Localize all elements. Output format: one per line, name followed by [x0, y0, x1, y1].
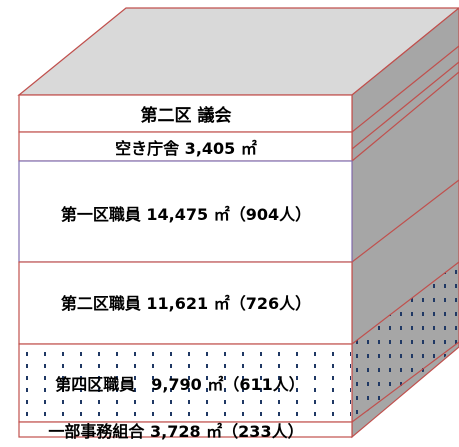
side-floor-lines — [351, 45, 459, 423]
floor-ward4-pattern — [20, 345, 351, 421]
floor-assembly-label: 第二区 議会 — [141, 105, 232, 126]
floor-ward1-label: 第一区職員 14,475 ㎡（904人） — [61, 205, 311, 224]
floor-union-label: 一部事務組合 3,728 ㎡（233人） — [48, 422, 303, 441]
floor-ward4-label: 第四区職員 9,790 ㎡（611人） — [55, 375, 305, 394]
ward4-side-pattern — [352, 262, 459, 422]
floor-ward2-label: 第二区職員 11,621 ㎡（726人） — [61, 294, 311, 313]
floor-assembly — [18, 94, 353, 133]
floor-vacant-label: 空き庁舎 3,405 ㎡ — [115, 139, 257, 158]
floor-union — [18, 421, 353, 438]
